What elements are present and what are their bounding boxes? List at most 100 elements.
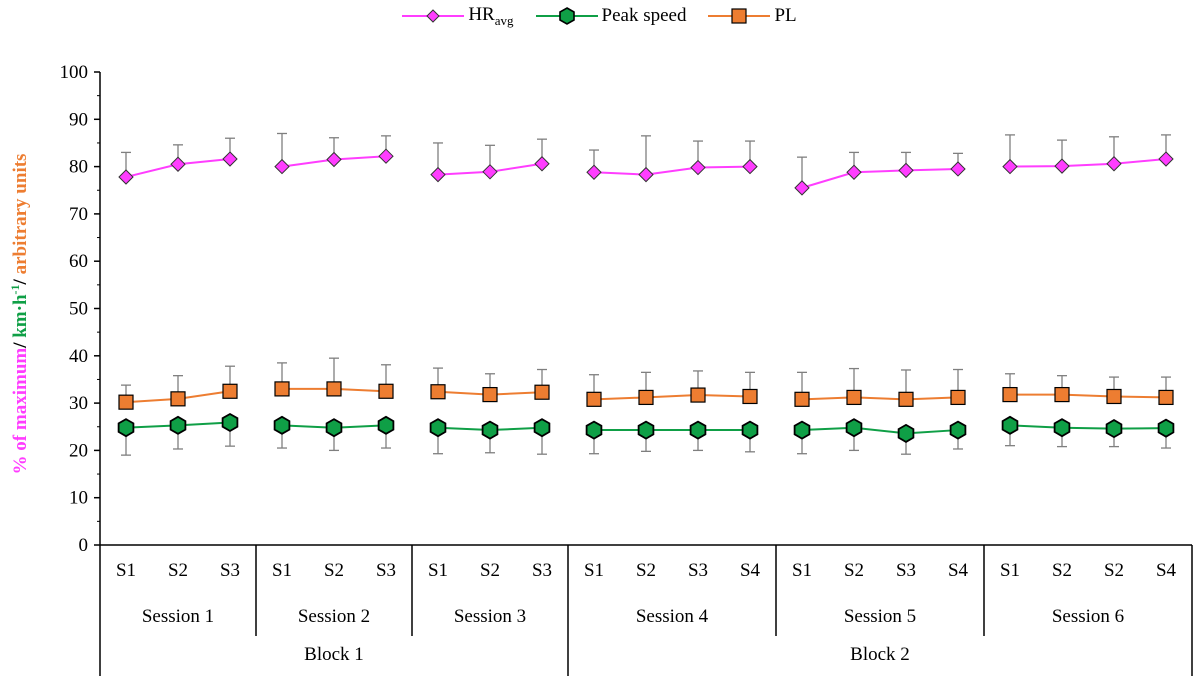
data-point — [690, 159, 706, 176]
data-point — [429, 418, 447, 438]
y-tick-label: 70 — [69, 204, 88, 225]
data-point — [481, 420, 499, 440]
data-point — [898, 391, 914, 407]
x-category-label: S2 — [636, 560, 656, 581]
data-point — [1106, 156, 1122, 172]
y-tick-label: 30 — [69, 393, 88, 414]
data-point — [430, 166, 446, 183]
hravg-legend-marker-icon — [402, 9, 465, 24]
x-category-label: S1 — [272, 560, 292, 581]
data-point — [1106, 388, 1122, 405]
series-line — [801, 396, 959, 401]
x-category-label: S1 — [428, 560, 448, 581]
x-category-label: S1 — [1000, 560, 1020, 581]
x-category-label: S2 — [844, 560, 864, 581]
y-tick-label: 50 — [69, 299, 88, 320]
series-line — [1009, 158, 1167, 168]
data-point — [1054, 158, 1070, 174]
legend-item-hravg: HRavg — [402, 4, 514, 29]
data-point — [222, 383, 238, 399]
data-point — [794, 391, 810, 407]
data-point — [585, 420, 603, 440]
y-tick-label: 40 — [69, 346, 88, 367]
data-point — [949, 420, 967, 440]
data-point — [637, 420, 655, 440]
y-tick-label: 0 — [79, 535, 89, 556]
x-category-label: S2 — [480, 560, 500, 581]
x-category-label: S4 — [1156, 560, 1177, 581]
y-tick-label: 80 — [69, 157, 88, 178]
session-label: Session 3 — [454, 606, 526, 627]
x-category-label: S3 — [220, 560, 240, 581]
x-category-label: S3 — [688, 560, 708, 581]
data-point — [325, 418, 343, 438]
x-category-label: S1 — [792, 560, 812, 581]
data-point — [1158, 151, 1174, 167]
series-line — [1010, 393, 1167, 399]
data-point — [638, 166, 654, 183]
x-category-label: S1 — [584, 560, 604, 581]
series-line — [801, 167, 959, 189]
block-label: Block 1 — [304, 644, 364, 665]
data-point — [689, 420, 707, 440]
x-category-label: S3 — [532, 560, 552, 581]
data-point — [742, 158, 758, 175]
data-point — [1054, 386, 1070, 403]
data-point — [1002, 386, 1018, 403]
data-point — [118, 169, 134, 185]
data-point — [741, 420, 759, 440]
data-point — [482, 386, 498, 403]
data-point — [793, 420, 811, 440]
y-tick-label: 100 — [60, 62, 89, 83]
legend: HRavg Peak speed PL — [0, 4, 1199, 29]
data-point — [586, 391, 602, 407]
legend-item-peak-speed: Peak speed — [535, 4, 687, 29]
x-category-label: S2 — [324, 560, 344, 581]
x-category-label: S4 — [948, 560, 969, 581]
y-tick-label: 20 — [69, 440, 88, 461]
data-point — [326, 151, 342, 168]
data-point — [794, 180, 810, 196]
data-point — [846, 164, 862, 180]
data-point — [170, 156, 186, 172]
data-point — [378, 383, 394, 399]
data-point — [378, 148, 394, 164]
data-point — [1157, 418, 1175, 438]
data-point — [845, 418, 863, 438]
data-point — [482, 164, 498, 180]
data-point — [221, 412, 239, 433]
data-point — [170, 391, 186, 407]
series-line — [593, 165, 751, 176]
data-point — [586, 164, 602, 180]
y-tick-label: 90 — [69, 109, 88, 130]
series-line — [801, 426, 959, 435]
data-point — [430, 384, 446, 400]
session-label: Session 1 — [142, 606, 214, 627]
data-point — [1001, 415, 1019, 435]
pl-legend-marker-icon — [708, 8, 771, 24]
data-point — [273, 415, 291, 435]
legend-label-hravg: HRavg — [468, 4, 514, 28]
data-point — [169, 415, 187, 435]
series-line — [593, 394, 751, 401]
x-category-label: S2 — [168, 560, 188, 581]
peak-speed-legend-marker-icon — [535, 7, 598, 26]
session-label: Session 5 — [844, 606, 916, 627]
data-point — [118, 394, 134, 410]
x-category-label: S4 — [740, 560, 761, 581]
y-tick-label: 10 — [69, 488, 88, 509]
data-point — [1105, 419, 1123, 439]
data-point — [117, 418, 135, 438]
session-label: Session 2 — [298, 606, 370, 627]
series-line — [1009, 424, 1167, 430]
data-point — [742, 388, 758, 405]
session-label: Session 4 — [636, 606, 709, 627]
legend-item-pl: PL — [708, 4, 797, 29]
data-point — [638, 389, 654, 406]
data-point — [1053, 418, 1071, 438]
data-point — [950, 161, 966, 177]
data-point — [1002, 158, 1018, 175]
data-point — [950, 389, 966, 406]
legend-label-peak-speed: Peak speed — [601, 5, 687, 27]
